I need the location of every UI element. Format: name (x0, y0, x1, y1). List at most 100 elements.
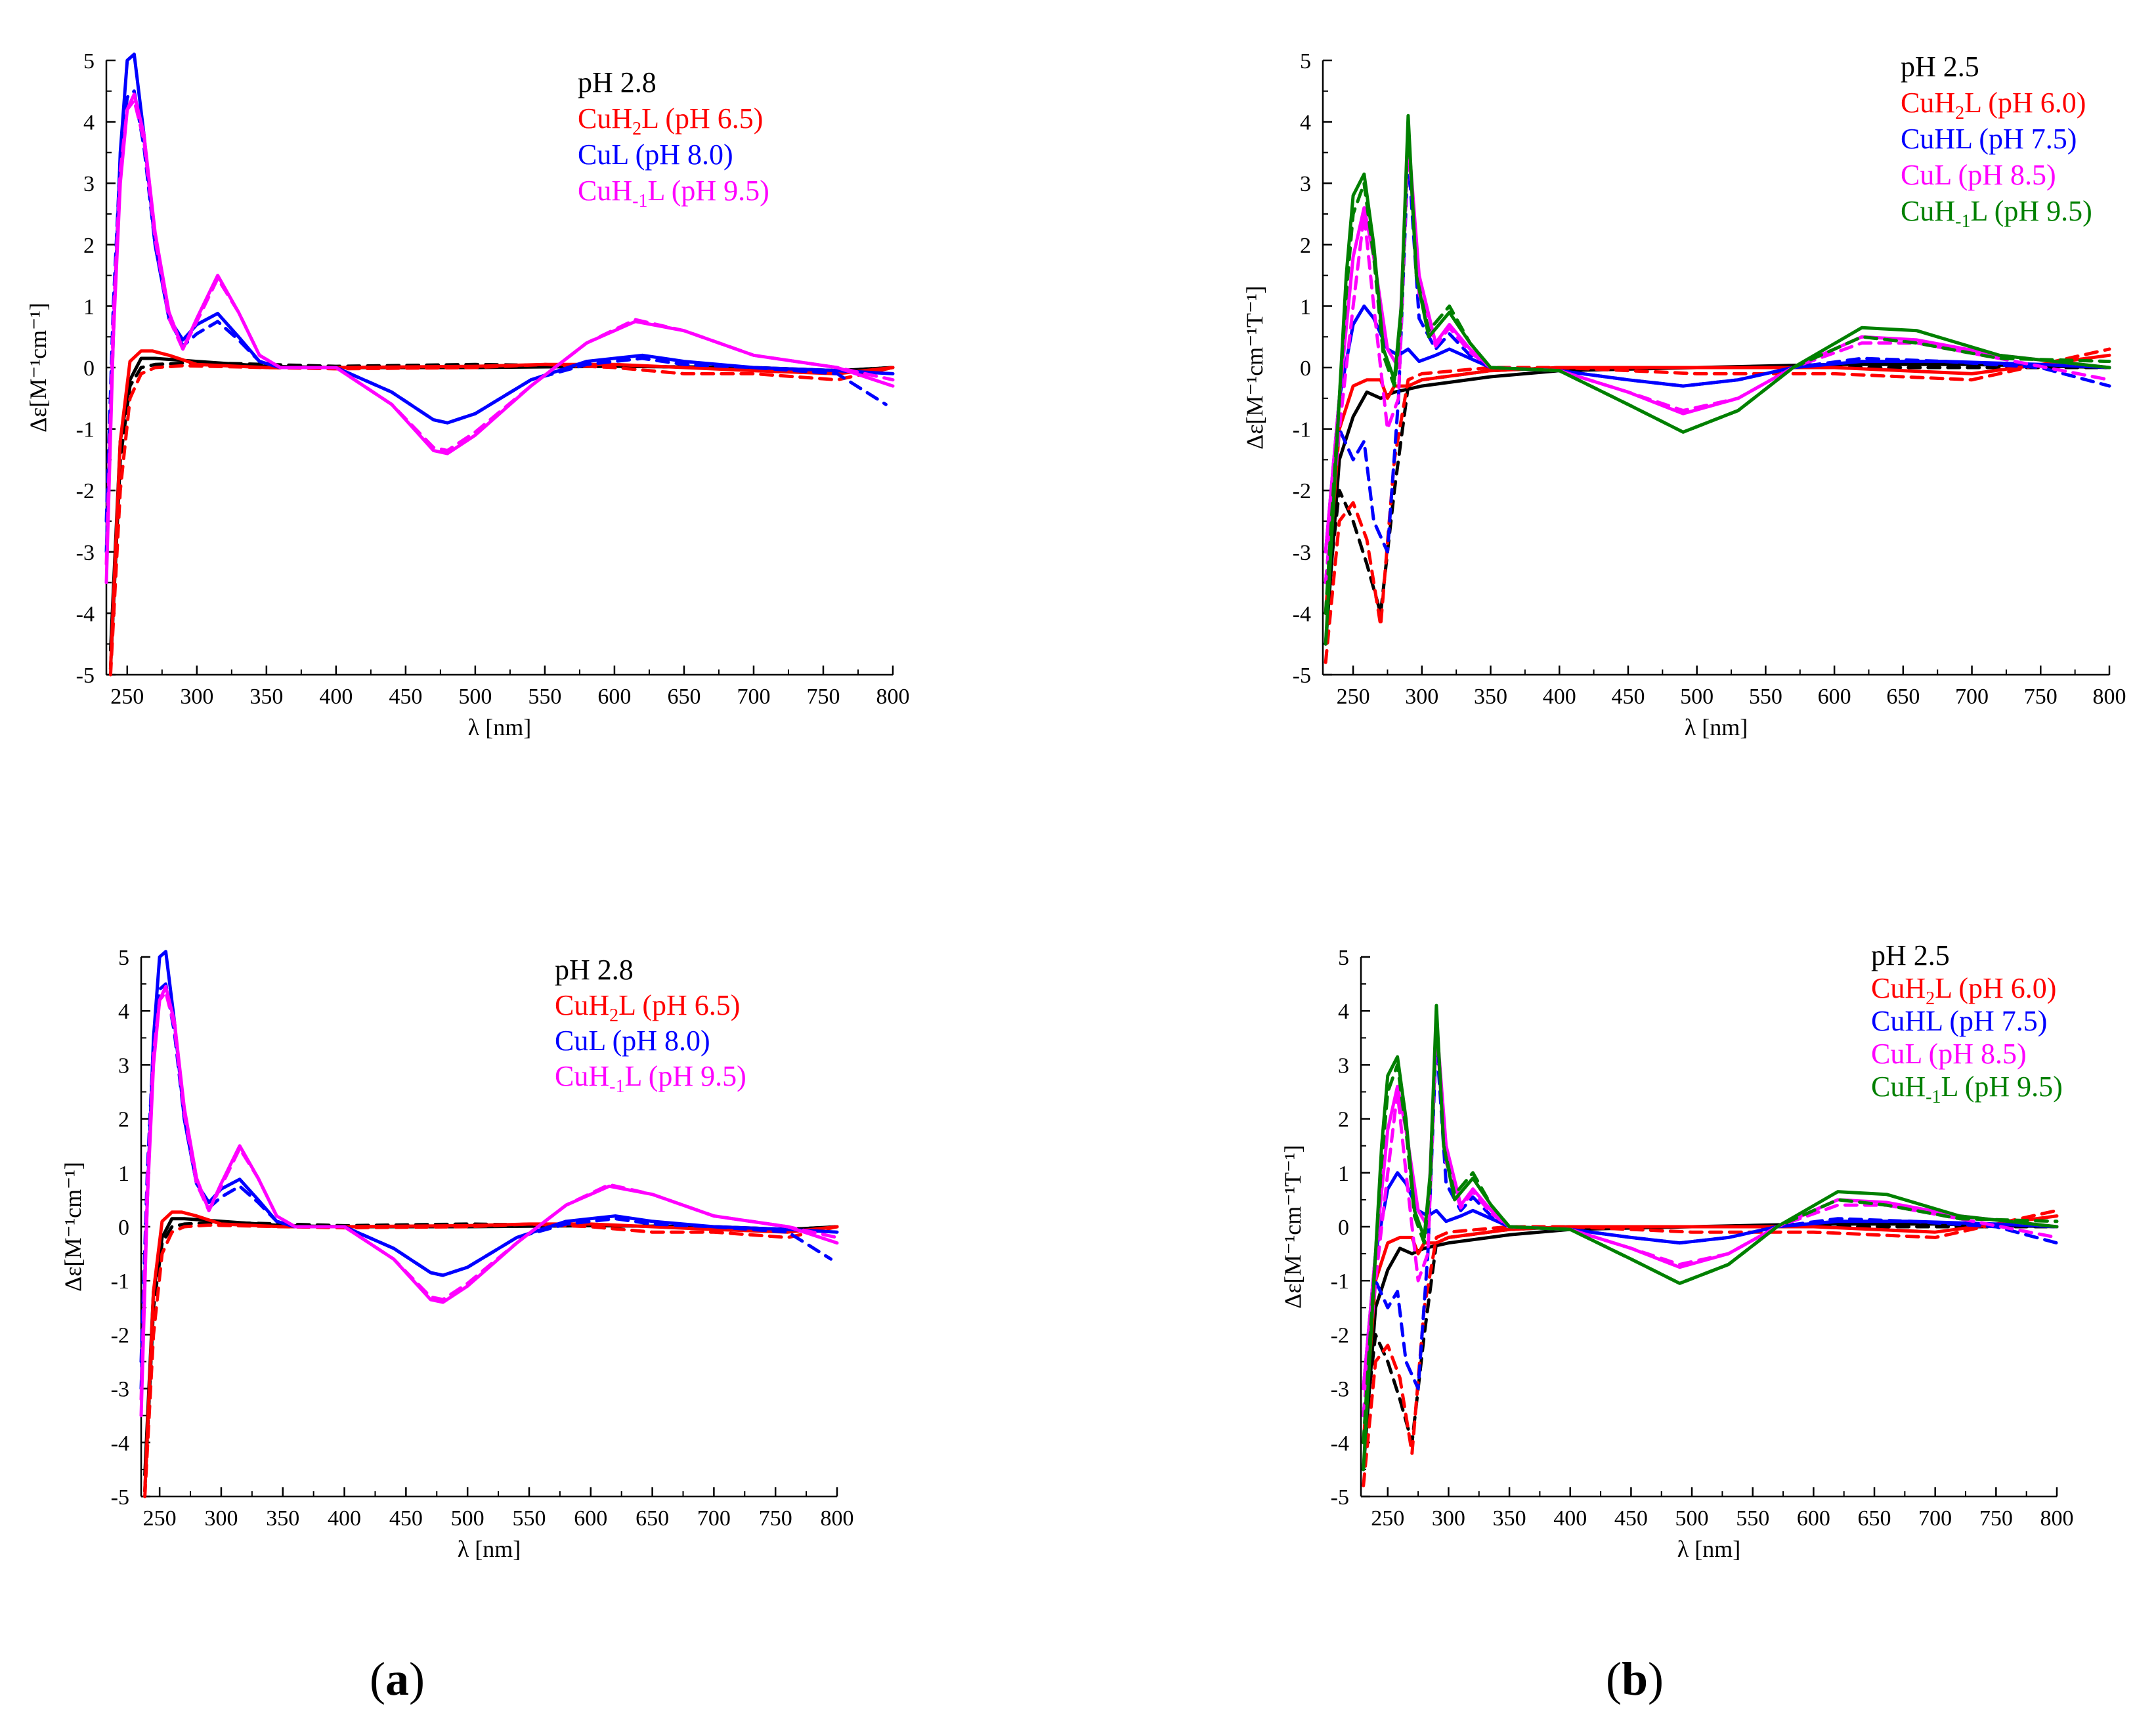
y-tick-label: 1 (1300, 295, 1311, 319)
series-line-ph-2.5-exp (1324, 362, 2111, 646)
series-line-cuh-1l-calc (104, 98, 895, 566)
y-tick-label: 4 (83, 111, 95, 135)
y-tick-label: 4 (1300, 111, 1311, 135)
y-tick-label: -5 (1331, 1485, 1349, 1510)
x-tick-label: 300 (1405, 685, 1438, 709)
y-tick-label: 5 (1338, 946, 1349, 970)
y-tick-label: -5 (76, 664, 95, 688)
chart-panel-b-top: -5 -4 -3 -2 -1 0 1 2 3 4 5 250 300 350 400 450 500 550 600… (1241, 49, 2126, 740)
y-tick-label: 5 (1300, 49, 1311, 74)
x-tick-label: 250 (1371, 1506, 1404, 1531)
y-tick-label: 1 (1338, 1162, 1349, 1186)
y-tick-label: -2 (76, 479, 95, 503)
series-line-cuh-1l-calc (1362, 1009, 2059, 1445)
y-tick-label: 5 (118, 946, 129, 970)
x-tick-label: 700 (697, 1506, 731, 1531)
series-line-ph-2.8-exp (143, 1217, 839, 1477)
x-tick-label: 800 (2093, 685, 2126, 709)
x-tick-label: 500 (458, 685, 492, 709)
x-tick-label: 750 (759, 1506, 792, 1531)
x-tick-label: 350 (1493, 1506, 1526, 1531)
x-tick-label: 300 (180, 685, 213, 709)
y-tick-label: -4 (1293, 602, 1311, 626)
y-tick-label: 2 (118, 1108, 129, 1132)
y-tick-label: 0 (1300, 356, 1311, 381)
y-tick-label: 1 (118, 1162, 129, 1186)
legend-entry: CuH-1L (pH 9.5) (578, 175, 769, 211)
x-tick-label: 600 (1818, 685, 1851, 709)
series-line-cuh2l-exp (1362, 1214, 2059, 1445)
legend-entry: CuHL (pH 7.5) (1901, 123, 2077, 155)
y-tick-label: 4 (118, 1000, 129, 1024)
series-line-cuh2l-calc (1362, 1208, 2059, 1488)
x-tick-label: 800 (2040, 1506, 2074, 1531)
series-line-cuh-1l-exp (104, 93, 895, 585)
y-axis-title: Δε[M⁻¹cm⁻¹] (25, 303, 51, 433)
y-axis-title: Δε[M⁻¹cm⁻¹] (60, 1162, 86, 1292)
x-tick-label: 400 (1553, 1506, 1587, 1531)
y-tick-label: 2 (1300, 234, 1311, 258)
x-tick-label: 450 (1614, 1506, 1648, 1531)
panel-label-b: (b) (1606, 1653, 1664, 1705)
x-tick-label: 450 (1611, 685, 1645, 709)
series-line-cul-calc (139, 982, 833, 1363)
series-line-cul-calc (1362, 1025, 2059, 1418)
legend-entry: CuH-1L (pH 9.5) (555, 1060, 746, 1097)
x-tick-label: 450 (389, 685, 422, 709)
y-tick-label: -3 (76, 541, 95, 565)
series-line-cuh2l-calc (1324, 347, 2111, 664)
y-tick-label: -1 (111, 1269, 129, 1294)
x-tick-label: 650 (636, 1506, 669, 1531)
legend-entry: CuH2L (pH 6.5) (578, 102, 763, 139)
y-tick-label: -1 (76, 418, 95, 442)
y-tick-label: 2 (1338, 1108, 1349, 1132)
x-tick-label: 700 (1955, 685, 1989, 709)
x-tick-label: 250 (143, 1506, 177, 1531)
legend-entry: pH 2.8 (578, 66, 657, 98)
x-tick-label: 550 (1736, 1506, 1769, 1531)
x-tick-label: 450 (389, 1506, 423, 1531)
x-tick-label: 350 (1474, 685, 1507, 709)
x-tick-label: 400 (1543, 685, 1576, 709)
y-tick-label: -1 (1331, 1269, 1349, 1294)
x-tick-label: 300 (1432, 1506, 1465, 1531)
series-line-cul-exp (104, 53, 895, 554)
legend-entry: CuH-1L (pH 9.5) (1871, 1071, 2063, 1107)
y-tick-label: 4 (1338, 1000, 1349, 1024)
x-tick-label: 650 (1886, 685, 1920, 709)
x-tick-label: 600 (574, 1506, 607, 1531)
x-tick-label: 400 (319, 685, 353, 709)
series-line-ph-2.8-exp (108, 356, 895, 652)
x-axis-title: λ [nm] (458, 1536, 521, 1562)
series-line-ph-2.5-calc (1362, 1225, 2059, 1445)
x-tick-label: 650 (1858, 1506, 1891, 1531)
y-tick-label: 3 (1338, 1053, 1349, 1078)
x-tick-label: 800 (821, 1506, 854, 1531)
legend-entry: CuHL (pH 7.5) (1871, 1005, 2047, 1037)
legend-entry: CuH2L (pH 6.5) (555, 989, 740, 1026)
y-tick-label: 3 (1300, 172, 1311, 196)
y-tick-label: 0 (83, 356, 95, 381)
x-tick-label: 750 (1979, 1506, 2013, 1531)
x-tick-label: 600 (597, 685, 631, 709)
chart-panel-b-bottom: -5 -4 -3 -2 -1 0 1 2 3 4 5 250 300 350 400 450 500 550 600… (1280, 939, 2074, 1562)
legend-entry: CuH-1L (pH 9.5) (1901, 195, 2092, 232)
y-axis-title: Δε[M⁻¹cm⁻¹T⁻¹] (1280, 1145, 1306, 1309)
series-line-cuh-1l-calc (139, 990, 839, 1401)
legend-entry: pH 2.5 (1901, 51, 1979, 83)
x-axis-title: λ [nm] (1685, 714, 1748, 740)
x-tick-label: 250 (110, 685, 144, 709)
y-tick-label: 5 (83, 49, 95, 74)
x-tick-label: 400 (328, 1506, 361, 1531)
panel-label-a: (a) (370, 1653, 425, 1705)
x-tick-label: 750 (806, 685, 840, 709)
legend-entry: pH 2.8 (555, 954, 634, 986)
legend-entry: CuH2L (pH 6.0) (1901, 87, 2086, 123)
x-tick-label: 800 (876, 685, 910, 709)
y-tick-label: -4 (1331, 1432, 1349, 1456)
x-axis-title: λ [nm] (1677, 1536, 1740, 1562)
x-tick-label: 550 (512, 1506, 546, 1531)
y-tick-label: 3 (83, 172, 95, 196)
y-tick-label: -3 (111, 1378, 129, 1402)
x-tick-label: 300 (204, 1506, 238, 1531)
